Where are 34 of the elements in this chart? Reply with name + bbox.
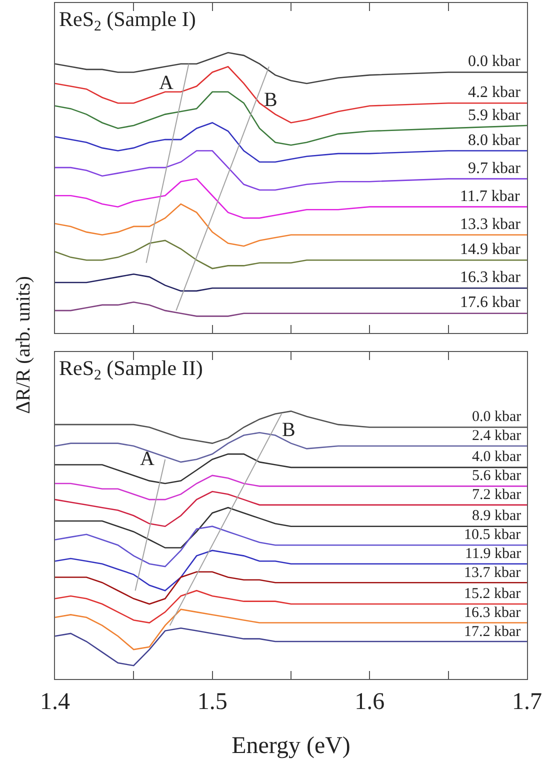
series-label: 2.4 kbar — [472, 428, 522, 444]
series-label: 16.3 kbar — [464, 605, 521, 621]
series-label: 10.5 kbar — [464, 527, 521, 543]
y-axis-title: ΔR/R (arb. units) — [12, 276, 36, 414]
series-label: 11.9 kbar — [465, 546, 522, 562]
x-tick-label: 1.7 — [512, 688, 542, 715]
x-tick-label: 1.5 — [197, 688, 228, 715]
chart-title: ReS$_{2}$ (Sample I) — [59, 7, 196, 34]
series-label: 7.2 kbar — [472, 487, 522, 503]
annotation: B — [282, 419, 296, 441]
series-label: 4.0 kbar — [472, 449, 522, 465]
series-label: 17.6 kbar — [460, 294, 522, 311]
series-label: 11.7 kbar — [460, 188, 521, 205]
series-label: 9.7 kbar — [468, 160, 522, 177]
series-label: 13.3 kbar — [460, 216, 522, 233]
series-label: 17.2 kbar — [464, 624, 521, 640]
series-label: 0.0 kbar — [472, 409, 522, 425]
series-label: 15.2 kbar — [464, 586, 521, 602]
series-label: 0.0 kbar — [468, 53, 522, 70]
chart-title: ReS$_{2}$ (Sample II) — [59, 356, 203, 384]
x-tick-label: 1.4 — [40, 688, 70, 715]
series-label: 8.0 kbar — [468, 132, 522, 149]
annotation: B — [264, 89, 278, 111]
series-label: 16.3 kbar — [460, 269, 522, 286]
x-axis-title: Energy (eV) — [232, 733, 350, 760]
series-label: 8.9 kbar — [472, 508, 522, 524]
series-label: 5.6 kbar — [472, 468, 522, 484]
series-label: 5.9 kbar — [468, 107, 522, 124]
x-tick-label: 1.6 — [354, 688, 385, 715]
series-label: 4.2 kbar — [468, 84, 522, 101]
series-label: 14.9 kbar — [460, 241, 522, 258]
annotation: A — [140, 448, 155, 470]
annotation: A — [159, 72, 174, 94]
series-label: 13.7 kbar — [464, 565, 521, 581]
